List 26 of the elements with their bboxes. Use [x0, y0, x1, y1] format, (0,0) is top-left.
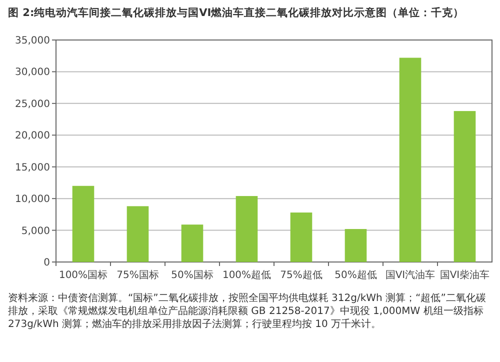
- y-tick-label: 10,000: [15, 194, 50, 206]
- x-tick-label: 75%国标: [116, 269, 159, 281]
- y-tick-label: 20,000: [15, 130, 50, 142]
- bar: [126, 206, 149, 262]
- bar: [399, 58, 422, 262]
- y-tick-label: 30,000: [15, 67, 50, 78]
- text: 资料来源：中债资信测算。“国标”二氧化碳排放，按照全国平均供电煤耗 312g/kWh 测算；“超低”二氧化碳排放，采取《常规燃煤发电机组单位产品能源消耗限额 GB 21258-2017》中现役 1,000MW 机组一级指标 273g/kWh 测算；燃油车的排放采用排放因子法测算；行驶里程均按 10 万千米计。: [8, 292, 487, 331]
- x-tick-label: 75%超低: [280, 269, 322, 281]
- bar: [181, 224, 204, 262]
- x-tick-label: 100%超低: [222, 269, 272, 281]
- x-tick-label: 国VI汽油车: [385, 269, 436, 281]
- y-tick-label: 0: [44, 258, 50, 268]
- bar: [344, 229, 367, 262]
- x-tick-label: 50%国标: [171, 269, 214, 281]
- x-tick-label: 100%国标: [58, 269, 108, 281]
- chart-title: 图 2:纯电动汽车间接二氧化碳排放与国VI燃油车直接二氧化碳排放对比示意图（单位：千克）: [8, 6, 466, 20]
- y-tick-label: 25,000: [15, 98, 50, 110]
- bar: [290, 212, 312, 262]
- y-tick-label: 5,000: [21, 226, 50, 237]
- x-tick-label: 50%超低: [334, 269, 377, 281]
- bar: [454, 111, 476, 262]
- bar: [72, 186, 94, 262]
- bar: [236, 196, 258, 262]
- y-tick-label: 35,000: [15, 36, 50, 46]
- y-tick-label: 15,000: [15, 162, 50, 174]
- x-tick-label: 国VI柴油车: [440, 269, 490, 281]
